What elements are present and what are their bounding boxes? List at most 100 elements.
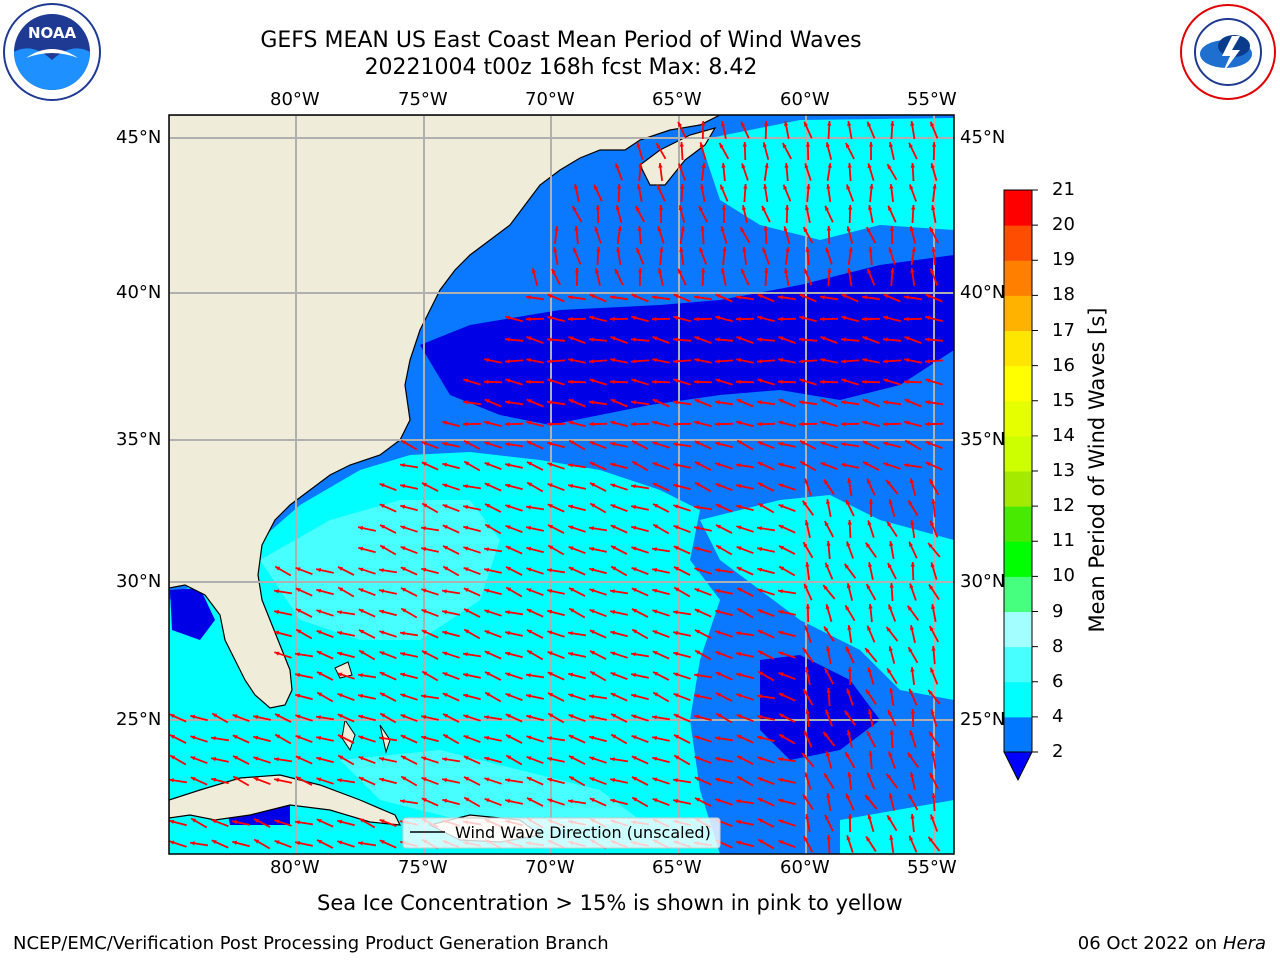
wave-direction-arrowhead xyxy=(379,777,385,782)
wave-direction-arrowhead xyxy=(506,734,511,739)
wave-direction-arrowhead xyxy=(484,756,490,761)
wave-direction-arrowhead xyxy=(337,651,343,656)
wave-direction-arrowhead xyxy=(848,205,853,210)
wave-direction-arrowhead xyxy=(589,777,595,782)
wave-direction-arrowhead xyxy=(547,589,553,594)
land-nova-scotia xyxy=(639,127,717,186)
wave-direction-arrowhead xyxy=(799,378,805,383)
wave-direction-arrowhead xyxy=(652,316,657,322)
wave-direction-arrowhead xyxy=(631,546,637,551)
wave-direction-arrowhead xyxy=(779,566,785,571)
wave-direction-arrowhead xyxy=(610,399,616,404)
wave-direction-arrowhead xyxy=(889,226,895,231)
wave-direction-arrowhead xyxy=(715,315,721,320)
wave-direction-arrowhead xyxy=(799,294,805,299)
wave-direction-arrowhead xyxy=(379,757,385,762)
wave-direction-arrowhead xyxy=(463,652,468,657)
wave-direction-arrowhead xyxy=(757,715,763,720)
wave-direction-arrowhead xyxy=(574,184,579,190)
wave-direction-arrowhead xyxy=(358,841,363,846)
wave-direction-arrowhead xyxy=(659,247,664,252)
wave-direction-arrowhead xyxy=(846,730,852,736)
wave-direction-arrowhead xyxy=(589,378,595,383)
wave-direction-arrowhead xyxy=(736,399,742,404)
wave-direction-arrowhead xyxy=(232,714,238,719)
wave-direction-arrowhead xyxy=(674,587,680,592)
wave-direction-arrowhead xyxy=(824,626,829,632)
wave-direction-arrowhead xyxy=(719,143,724,149)
wave-direction-arrowhead xyxy=(191,818,197,823)
wave-direction-arrowhead xyxy=(547,736,552,741)
wave-direction-arrowhead xyxy=(526,336,532,341)
wave-direction-arrowhead xyxy=(886,480,891,485)
wave-direction-arrowhead xyxy=(905,440,911,445)
wave-direction-arrowhead xyxy=(401,587,406,592)
wave-direction-arrowhead xyxy=(484,568,490,573)
wave-direction-arrowhead xyxy=(379,651,385,656)
wave-direction-arrowhead xyxy=(569,755,574,760)
wave-direction-arrowhead xyxy=(847,772,852,777)
wave-direction-arrowhead xyxy=(700,184,705,189)
wave-direction-arrowhead xyxy=(847,520,852,525)
wave-direction-arrowhead xyxy=(632,797,638,802)
wave-direction-arrowhead xyxy=(442,420,448,425)
wave-direction-arrowhead xyxy=(862,358,867,363)
wave-direction-arrowhead xyxy=(421,694,426,699)
wave-direction-arrowhead xyxy=(358,756,364,761)
wave-direction-arrowhead xyxy=(883,337,888,342)
wave-direction-arrowhead xyxy=(589,400,594,405)
wave-direction-arrowhead xyxy=(868,247,873,252)
wave-direction-arrowhead xyxy=(442,798,448,803)
wave-direction-arrowhead xyxy=(887,164,892,170)
wave-direction-arrowhead xyxy=(757,526,762,531)
wave-direction-arrowhead xyxy=(694,358,699,363)
wave-direction-arrowhead xyxy=(820,399,826,404)
wave-direction-arrowhead xyxy=(866,584,871,590)
wave-direction-arrowhead xyxy=(295,652,300,657)
wave-direction-arrowhead xyxy=(358,588,364,593)
wave-direction-arrowhead xyxy=(674,566,679,571)
wave-direction-arrowhead xyxy=(485,671,490,676)
wave-direction-arrowhead xyxy=(568,693,574,698)
wave-direction-arrowhead xyxy=(847,667,852,672)
wave-direction-arrowhead xyxy=(847,268,852,273)
wave-direction-arrowhead xyxy=(867,121,872,127)
wave-direction-arrowhead xyxy=(589,315,595,320)
wave-direction-arrowhead xyxy=(631,735,637,740)
wave-direction-arrowhead xyxy=(802,647,808,653)
wave-direction-arrowhead xyxy=(883,378,889,383)
wave-direction-arrowhead xyxy=(925,400,930,405)
wave-direction-arrowhead xyxy=(757,609,763,614)
wave-direction-arrowhead xyxy=(464,797,470,802)
colorbar-segment xyxy=(1004,576,1032,613)
wave-direction-arrowhead xyxy=(910,520,915,525)
wave-direction-arrowhead xyxy=(694,526,700,531)
wave-direction-arrowhead xyxy=(715,504,721,509)
wave-direction-arrowhead xyxy=(931,205,936,210)
wave-direction-arrowhead xyxy=(820,336,826,341)
wave-region-deep-4 xyxy=(170,588,215,640)
wave-direction-arrowhead xyxy=(778,798,784,803)
wave-direction-arrowhead xyxy=(547,798,553,803)
wave-direction-arrowhead xyxy=(931,142,937,147)
wave-direction-arrowhead xyxy=(715,378,721,383)
wave-direction-arrowhead xyxy=(590,503,596,508)
wave-direction-arrowhead xyxy=(610,651,616,656)
wave-direction-arrowhead xyxy=(400,714,406,719)
wave-direction-arrowhead xyxy=(868,604,873,609)
wave-direction-arrowhead xyxy=(778,358,783,363)
wave-direction-arrowhead xyxy=(911,205,916,210)
wave-direction-arrowhead xyxy=(505,337,510,342)
wave-direction-arrowhead xyxy=(778,672,784,677)
footer-left: NCEP/EMC/Verification Post Processing Pr… xyxy=(13,933,609,954)
wave-direction-arrowhead xyxy=(253,777,259,782)
wave-direction-arrowhead xyxy=(866,836,871,842)
wave-direction-arrowhead xyxy=(757,315,763,320)
wave-direction-arrowhead xyxy=(547,672,553,677)
wave-direction-arrowhead xyxy=(715,337,720,342)
wave-direction-arrowhead xyxy=(694,567,700,572)
wave-direction-arrowhead xyxy=(631,505,637,510)
wave-direction-arrowhead xyxy=(910,814,915,819)
colorbar-tick-label: 15 xyxy=(1052,389,1075,411)
wave-direction-arrowhead xyxy=(358,714,364,719)
